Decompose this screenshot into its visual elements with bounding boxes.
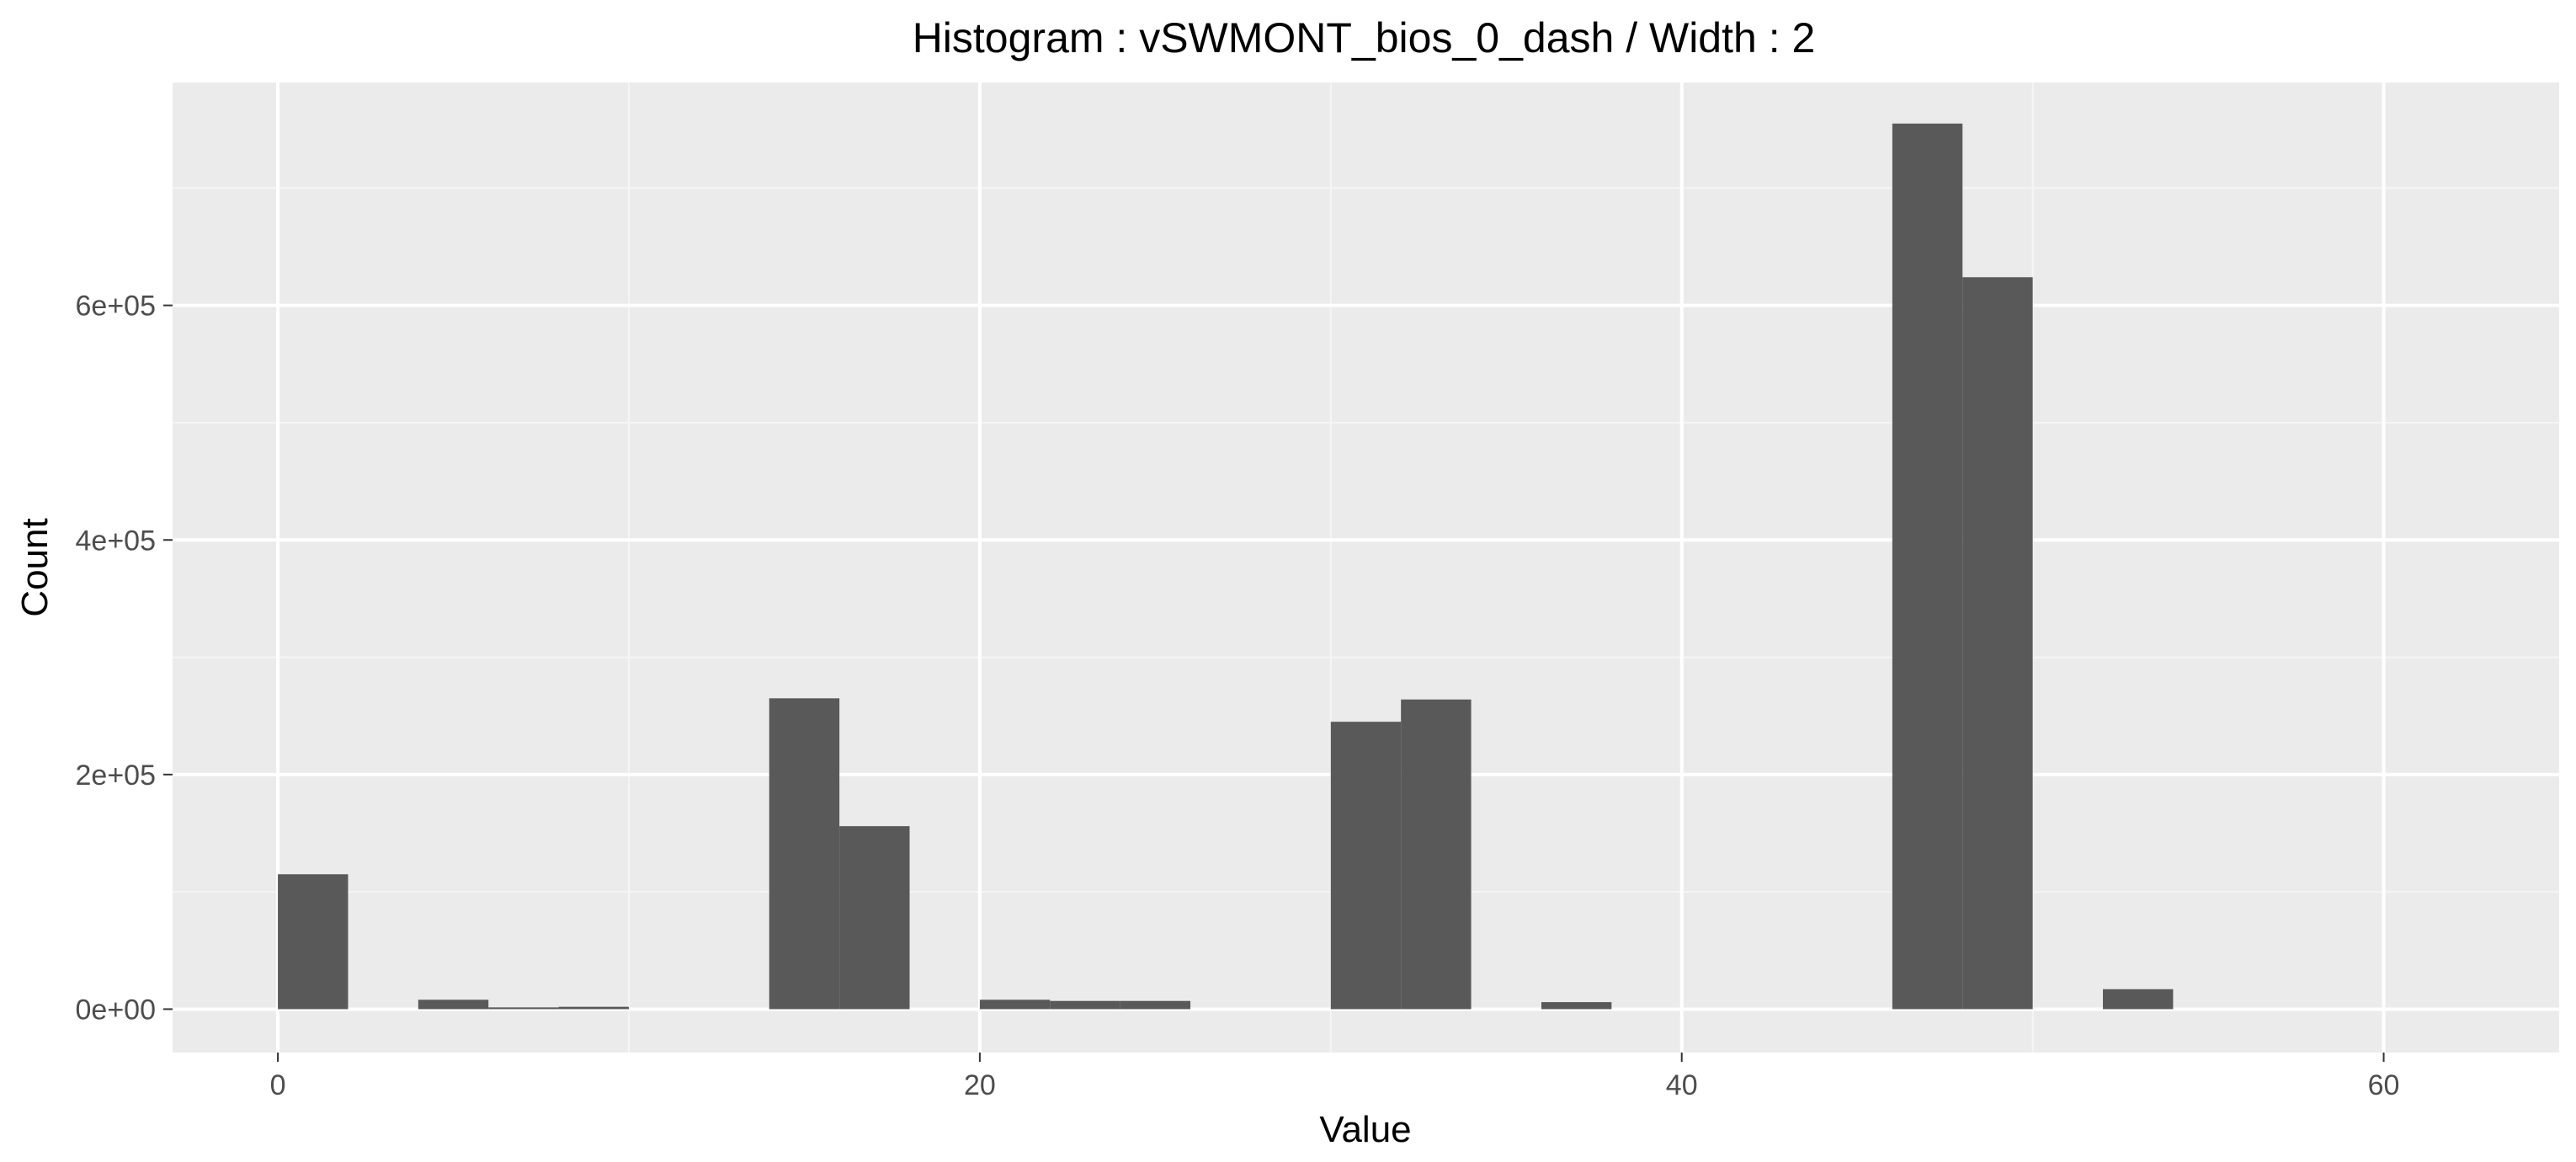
histogram-bar [418, 999, 489, 1010]
y-axis-label: Count [14, 518, 56, 616]
y-tick-label: 6e+05 [76, 290, 157, 322]
histogram-bar [1962, 277, 2033, 1010]
histogram-bars [278, 123, 2174, 1010]
histogram-bar [1401, 699, 1472, 1010]
x-tick-label: 0 [270, 1069, 286, 1101]
y-axis: 0e+00 2e+05 4e+05 6e+05 [76, 290, 173, 1026]
histogram-bar [488, 1007, 559, 1010]
x-axis: 0 20 40 60 [270, 1053, 2400, 1101]
histogram-bar [839, 826, 910, 1010]
histogram-bar [2103, 989, 2174, 1010]
x-tick-label: 40 [1666, 1069, 1698, 1101]
histogram-bar [1892, 123, 1963, 1010]
x-tick-label: 20 [964, 1069, 996, 1101]
x-axis-label: Value [1319, 1109, 1411, 1150]
y-tick-label: 4e+05 [76, 525, 157, 557]
histogram-bar [1120, 1000, 1191, 1010]
x-tick-label: 60 [2368, 1069, 2400, 1101]
y-tick-label: 0e+00 [76, 994, 157, 1026]
histogram-bar [1541, 1002, 1612, 1010]
histogram-bar [1050, 1000, 1120, 1010]
histogram-bar [979, 999, 1051, 1010]
chart-title: Histogram : vSWMONT_bios_0_dash / Width … [913, 14, 1816, 61]
histogram-bar [558, 1006, 629, 1010]
y-tick-label: 2e+05 [76, 760, 157, 792]
histogram-bar [1330, 722, 1402, 1010]
histogram-bar [769, 698, 840, 1010]
histogram-bar [278, 874, 349, 1010]
